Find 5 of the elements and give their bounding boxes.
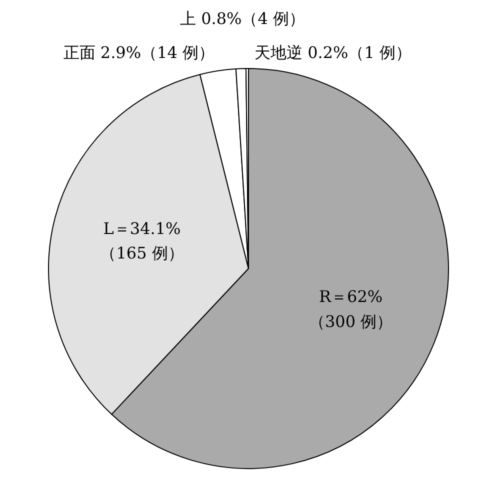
slice-label: 天地逆 0.2%（1 例） xyxy=(254,43,412,62)
slice-label: R＝62% （300 例） xyxy=(308,287,393,331)
slice-label: 上 0.8%（4 例） xyxy=(180,9,305,28)
slice-label: L＝34.1% （165 例） xyxy=(100,218,184,263)
slice-label: 正面 2.9%（14 例） xyxy=(63,43,215,62)
